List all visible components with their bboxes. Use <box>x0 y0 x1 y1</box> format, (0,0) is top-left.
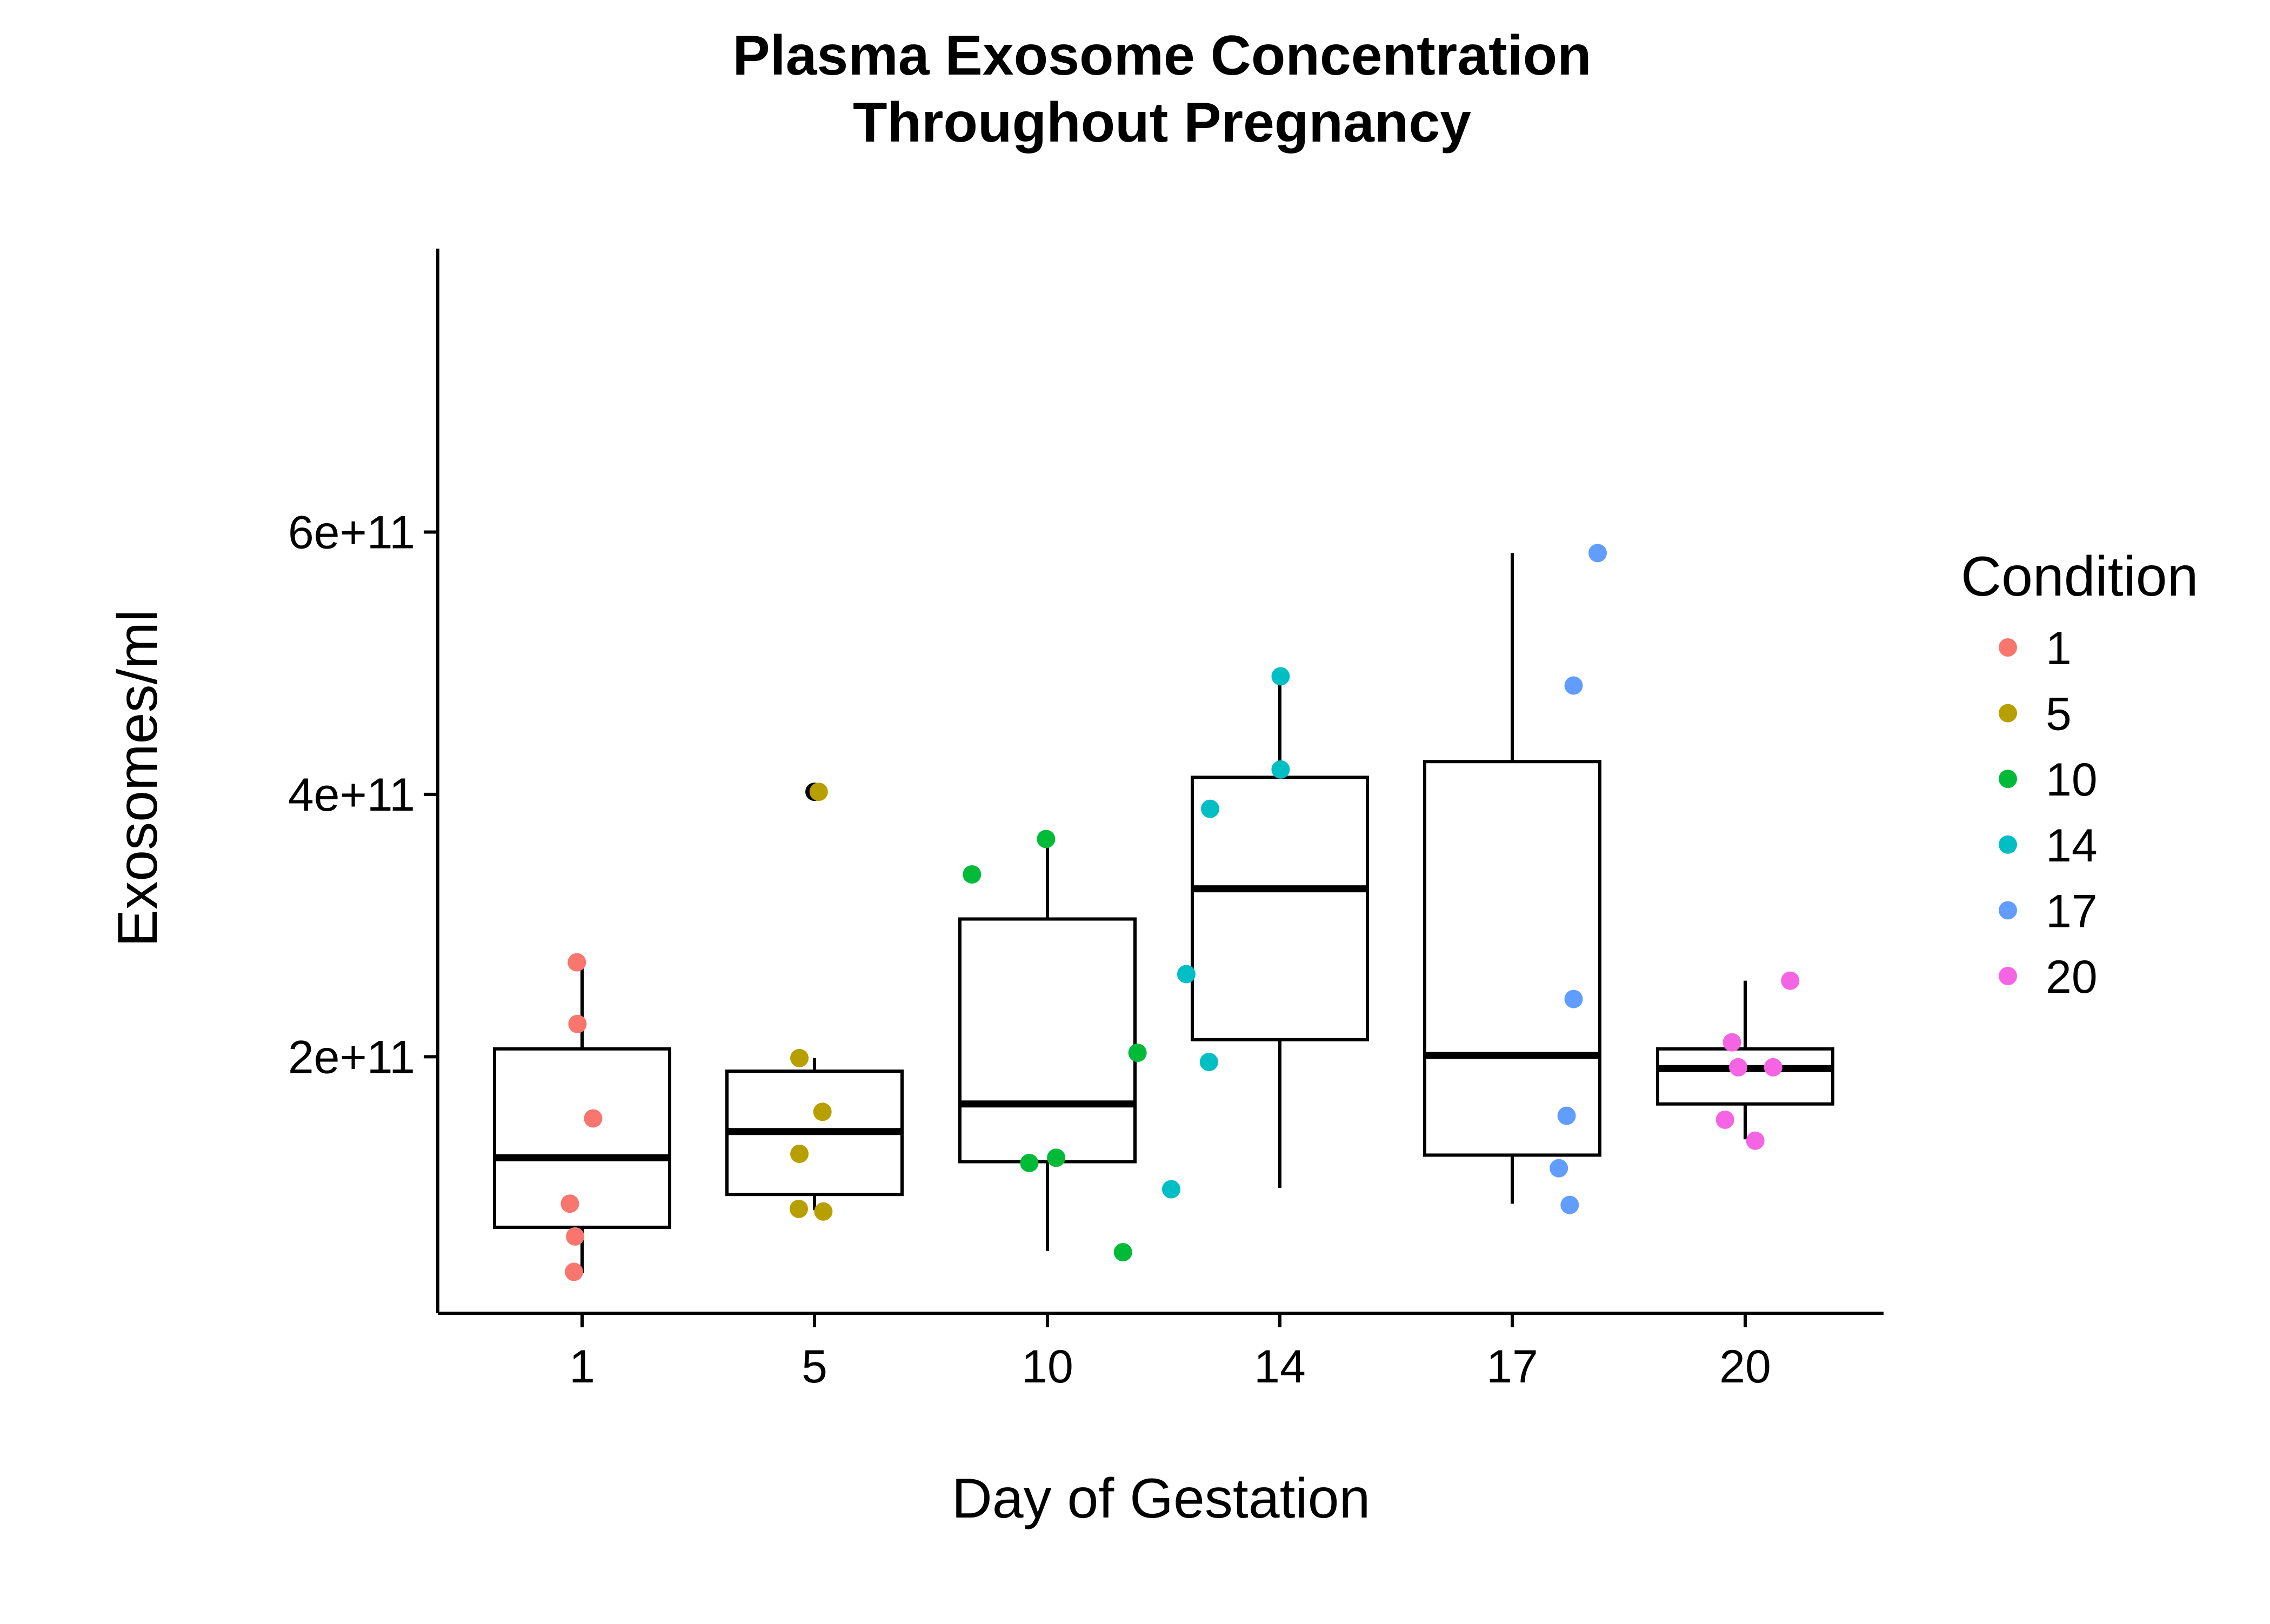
legend-label-10: 10 <box>2046 754 2098 806</box>
data-point-1-3 <box>568 953 586 972</box>
data-point-20-32 <box>1729 1058 1748 1077</box>
legend-label-17: 17 <box>2046 885 2098 937</box>
data-point-17-29 <box>1588 544 1607 563</box>
x-tick-label-14: 14 <box>1254 1341 1306 1393</box>
data-point-14-21 <box>1201 799 1219 818</box>
box-iqr-10 <box>958 917 1137 1164</box>
y-tick-label-2: 6e+11 <box>288 506 415 558</box>
box-20 <box>1656 980 1834 1140</box>
data-point-1-1 <box>564 1262 583 1281</box>
box-1 <box>493 964 671 1273</box>
data-point-10-12 <box>963 865 982 884</box>
box-17 <box>1423 553 1601 1204</box>
data-point-5-6 <box>789 1199 808 1218</box>
box-5 <box>725 1058 904 1211</box>
chart-title: Plasma Exosome Concentration Throughout … <box>732 24 1591 154</box>
y-tick-label-1: 4e+11 <box>288 769 415 821</box>
legend-key-17 <box>1999 901 2017 920</box>
x-tick-label-1: 1 <box>569 1341 595 1393</box>
chart-title-line-1: Plasma Exosome Concentration <box>732 24 1591 87</box>
axes: 2e+11 4e+11 6e+11 1 5 10 14 17 20 <box>288 249 1884 1393</box>
data-point-1-4 <box>568 1014 587 1033</box>
box-iqr-1 <box>493 1047 671 1229</box>
y-tick-label-0: 2e+11 <box>288 1031 415 1083</box>
data-point-14-19 <box>1177 965 1196 984</box>
data-point-10-15 <box>1047 1148 1066 1167</box>
data-point-5-7 <box>790 1144 809 1163</box>
y-axis-title: Exosomes/ml <box>106 610 169 947</box>
box-10 <box>958 839 1137 1251</box>
x-tick-label-17: 17 <box>1486 1341 1538 1393</box>
box-iqr-17 <box>1423 760 1601 1157</box>
data-point-20-33 <box>1746 1131 1765 1150</box>
data-point-20-30 <box>1715 1110 1734 1129</box>
x-tick-label-10: 10 <box>1021 1341 1073 1393</box>
data-point-17-28 <box>1564 676 1583 695</box>
legend-title: Condition <box>1961 545 2198 608</box>
data-point-17-24 <box>1550 1159 1568 1178</box>
data-point-14-18 <box>1161 1180 1180 1199</box>
data-point-5-11 <box>814 1202 833 1221</box>
legend-key-14 <box>1999 835 2017 854</box>
data-point-17-25 <box>1557 1106 1576 1125</box>
data-point-20-35 <box>1781 971 1800 990</box>
data-point-14-23 <box>1271 760 1290 779</box>
data-point-1-2 <box>566 1227 585 1246</box>
data-point-5-10 <box>813 1102 832 1121</box>
legend: Condition 1 5 10 14 17 20 <box>1961 545 2198 1003</box>
data-point-1-5 <box>584 1109 603 1128</box>
chart-title-line-2: Throughout Pregnancy <box>853 91 1471 154</box>
x-axis-title: Day of Gestation <box>952 1467 1371 1530</box>
box-14 <box>1191 676 1369 1188</box>
legend-key-20 <box>1999 967 2017 985</box>
data-point-20-31 <box>1722 1033 1741 1052</box>
data-point-5-9 <box>809 783 828 801</box>
legend-key-1 <box>1999 638 2017 657</box>
data-point-10-13 <box>1020 1153 1039 1172</box>
data-point-10-17 <box>1128 1044 1147 1062</box>
data-point-5-8 <box>790 1048 809 1067</box>
data-point-10-16 <box>1113 1243 1132 1262</box>
legend-key-5 <box>1999 704 2017 723</box>
legend-key-10 <box>1999 770 2017 788</box>
data-point-17-27 <box>1564 990 1583 1008</box>
legend-label-5: 5 <box>2046 689 2072 740</box>
box-iqr-20 <box>1656 1047 1834 1106</box>
data-point-10-14 <box>1037 830 1056 848</box>
data-point-1-0 <box>560 1194 579 1213</box>
data-point-20-34 <box>1764 1058 1782 1077</box>
data-point-14-20 <box>1199 1053 1218 1072</box>
x-tick-label-5: 5 <box>802 1341 827 1393</box>
data-point-17-26 <box>1560 1195 1579 1214</box>
plot-area <box>493 544 1834 1281</box>
legend-label-14: 14 <box>2046 820 2098 872</box>
legend-label-20: 20 <box>2046 951 2098 1003</box>
x-tick-label-20: 20 <box>1719 1341 1771 1393</box>
data-point-14-22 <box>1271 667 1290 686</box>
legend-label-1: 1 <box>2046 623 2072 674</box>
box-iqr-14 <box>1191 776 1369 1041</box>
